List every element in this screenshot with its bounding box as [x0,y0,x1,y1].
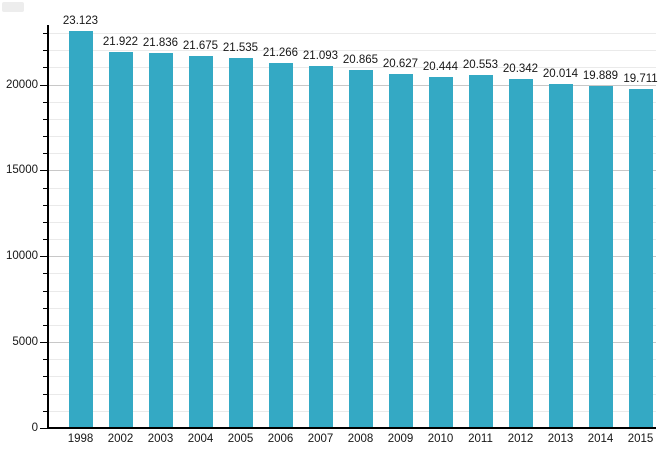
x-tick-label: 2004 [187,433,214,445]
y-minor-tick [43,205,48,206]
bar-value-label: 20.444 [422,61,459,73]
y-tick-label: 10000 [6,250,38,262]
minor-gridline [49,67,656,68]
bar [508,79,533,428]
y-minor-tick [43,394,48,395]
y-minor-tick [43,239,48,240]
bar [588,86,613,428]
bar-value-label: 21.675 [182,40,219,52]
bar-value-label: 19.711 [623,73,658,85]
x-tick-label: 1998 [67,433,94,445]
bar [428,77,453,428]
y-minor-tick [43,273,48,274]
bar-value-label: 19.889 [582,70,619,82]
x-tick-label: 2009 [387,433,414,445]
bar [68,31,93,428]
bar-value-label: 21.266 [262,47,299,59]
y-minor-tick [43,325,48,326]
y-minor-tick [43,291,48,292]
y-minor-tick [43,153,48,154]
y-tick-label: 15000 [6,164,38,176]
bar-value-label: 20.865 [342,54,379,66]
minor-gridline [49,33,656,34]
y-tick-label: 0 [31,422,38,434]
y-major-tick [40,85,48,86]
x-tick-label: 2002 [107,433,134,445]
bar [548,84,573,428]
y-minor-tick [43,102,48,103]
y-minor-tick [43,136,48,137]
x-tick-label: 2007 [307,433,334,445]
y-tick-label: 20000 [6,79,38,91]
y-minor-tick [43,50,48,51]
x-tick-label: 2013 [547,433,574,445]
y-minor-tick [43,359,48,360]
y-minor-tick [43,308,48,309]
x-tick-label: 2005 [227,433,254,445]
bar [108,52,133,428]
y-minor-tick [43,119,48,120]
screenshot-corner-artifact [2,2,24,12]
y-minor-tick [43,222,48,223]
bar [348,70,373,428]
minor-gridline [49,50,656,51]
bar [628,89,653,428]
y-major-tick [40,170,48,171]
y-minor-tick [43,67,48,68]
x-tick-label: 2003 [147,433,174,445]
x-tick-label: 2012 [507,433,534,445]
x-tick-label: 2010 [427,433,454,445]
bar-value-label: 21.093 [302,50,339,62]
x-tick-label: 2008 [347,433,374,445]
bar [188,56,213,428]
x-tick-label: 2011 [468,433,493,445]
y-minor-tick [43,33,48,34]
bar-value-label: 21.535 [222,42,259,54]
x-axis-line [47,427,656,429]
y-major-tick [40,428,48,429]
y-major-tick [40,342,48,343]
bar [388,74,413,428]
x-tick-label: 2006 [267,433,294,445]
y-minor-tick [43,376,48,377]
bar-value-label: 20.553 [462,59,499,71]
bar-value-label: 20.627 [382,58,419,70]
bar [148,53,173,428]
bar [268,63,293,428]
y-axis-line [47,25,49,428]
x-tick-label: 2015 [627,433,654,445]
y-minor-tick [43,188,48,189]
bar-value-label: 21.836 [142,37,179,49]
y-tick-label: 5000 [12,336,38,348]
x-tick-label: 2014 [587,433,614,445]
y-major-tick [40,256,48,257]
y-minor-tick [43,411,48,412]
bar-value-label: 23.123 [62,15,99,27]
bar [228,58,253,428]
bar-value-label: 20.014 [542,68,579,80]
bar [468,75,493,428]
bar [308,66,333,428]
bar-value-label: 20.342 [502,63,539,75]
bar-value-label: 21.922 [102,36,139,48]
